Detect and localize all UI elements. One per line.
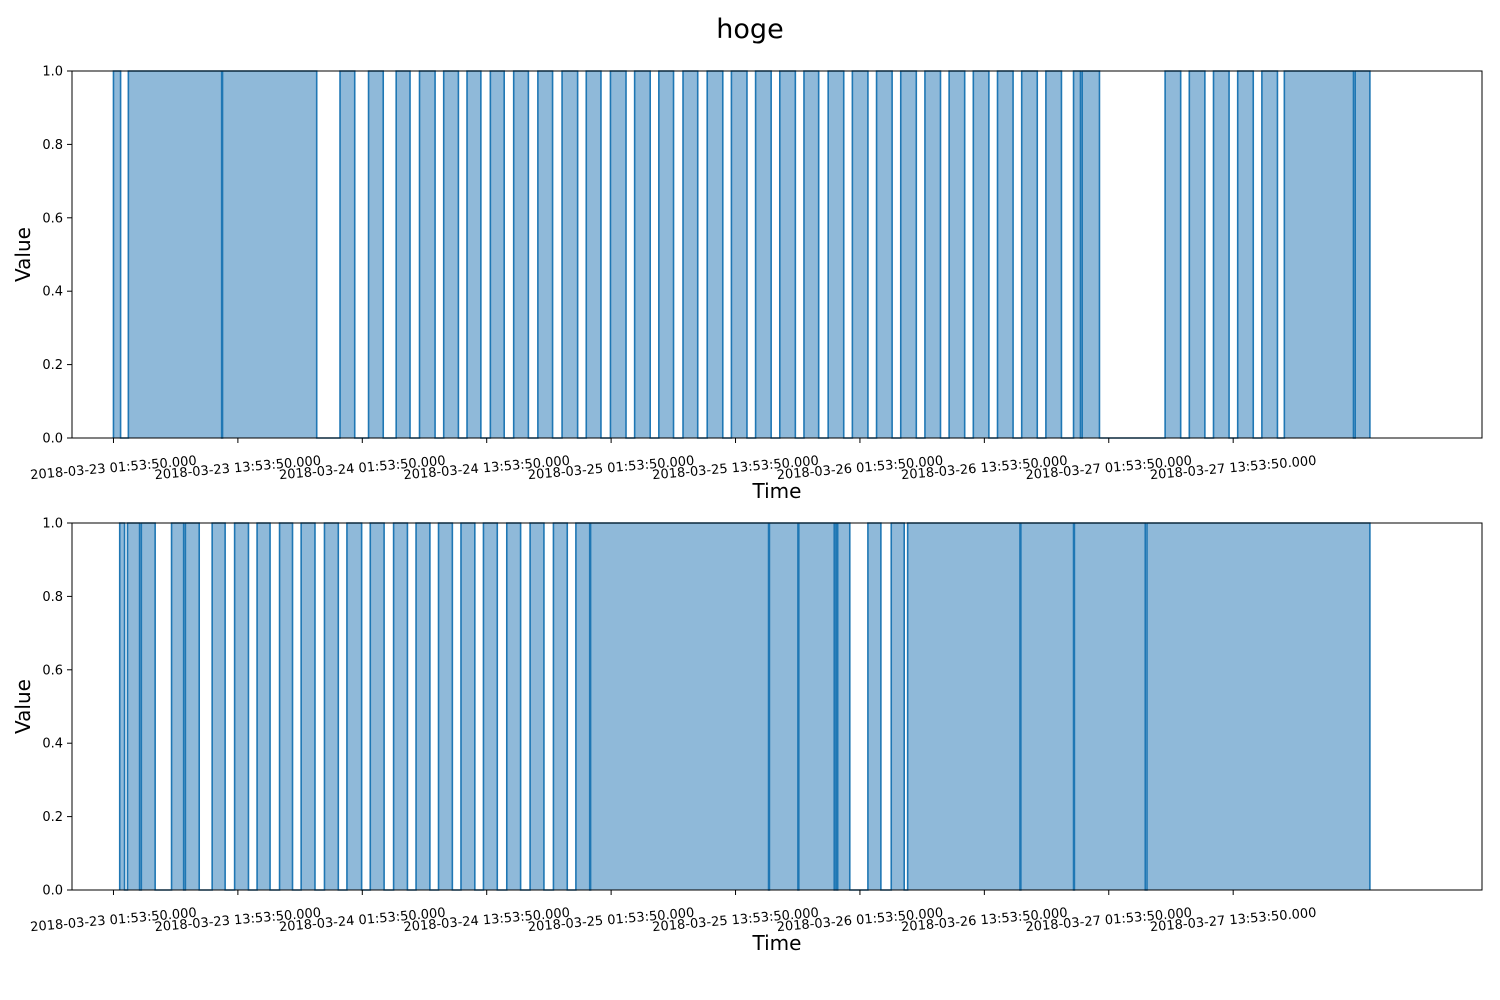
- y-tick-label: 1.0: [42, 65, 63, 80]
- on-interval-1: [127, 523, 140, 890]
- fill-layer: [113, 71, 1370, 438]
- on-interval-5: [396, 71, 411, 438]
- on-interval-31: [1021, 71, 1038, 438]
- on-interval-21: [575, 523, 590, 890]
- on-interval-20: [553, 523, 568, 890]
- on-interval-25: [876, 71, 893, 438]
- on-interval-7: [257, 523, 271, 890]
- on-interval-30: [997, 71, 1014, 438]
- on-interval-32: [1045, 71, 1062, 438]
- y-axis-label: Value: [11, 679, 35, 734]
- figure-title: hoge: [716, 14, 784, 45]
- on-interval-4: [368, 71, 384, 438]
- y-tick-label: 0.4: [42, 737, 63, 752]
- on-interval-28: [949, 71, 965, 438]
- on-interval-38: [1237, 71, 1254, 438]
- y-tick-label: 0.4: [42, 285, 63, 300]
- on-interval-33: [1073, 71, 1081, 438]
- y-axis-label: Value: [11, 227, 35, 282]
- y-tick-label: 0.8: [42, 590, 63, 605]
- on-interval-14: [610, 71, 627, 438]
- axes-frame: [71, 522, 1483, 891]
- on-interval-10: [324, 523, 339, 890]
- on-interval-1: [128, 71, 222, 438]
- on-interval-10: [513, 71, 529, 438]
- on-interval-23: [828, 71, 844, 438]
- on-interval-24: [852, 71, 868, 438]
- on-interval-16: [460, 523, 475, 890]
- on-interval-32: [1146, 523, 1370, 890]
- on-interval-21: [779, 71, 796, 438]
- on-interval-4: [185, 523, 200, 890]
- on-interval-11: [537, 71, 553, 438]
- y-tick-label: 0.8: [42, 138, 63, 153]
- on-interval-8: [467, 71, 481, 438]
- on-interval-13: [393, 523, 408, 890]
- on-interval-0: [113, 71, 121, 438]
- on-interval-22: [590, 523, 769, 890]
- on-interval-9: [301, 523, 315, 890]
- on-interval-14: [416, 523, 430, 890]
- on-interval-7: [443, 71, 459, 438]
- y-tick-label: 0.2: [42, 810, 63, 825]
- on-interval-27: [867, 523, 881, 890]
- on-interval-37: [1213, 71, 1230, 438]
- on-interval-29: [973, 71, 989, 438]
- on-interval-5: [212, 523, 226, 890]
- on-interval-26: [900, 71, 917, 438]
- on-interval-24: [798, 523, 835, 890]
- on-interval-0: [119, 523, 125, 890]
- on-interval-28: [891, 523, 905, 890]
- x-axis-label: Time: [752, 479, 802, 503]
- on-interval-18: [707, 71, 723, 438]
- on-interval-39: [1261, 71, 1278, 438]
- on-interval-17: [483, 523, 498, 890]
- x-axis-label: Time: [752, 931, 802, 955]
- on-interval-11: [346, 523, 362, 890]
- on-interval-19: [731, 71, 747, 438]
- on-interval-31: [1074, 523, 1146, 890]
- on-interval-19: [530, 523, 544, 890]
- on-interval-16: [658, 71, 674, 438]
- on-interval-3: [171, 523, 184, 890]
- on-interval-12: [562, 71, 578, 438]
- y-tick-label: 1.0: [42, 517, 63, 532]
- on-interval-6: [234, 523, 249, 890]
- on-interval-20: [755, 71, 772, 438]
- on-interval-2: [141, 523, 156, 890]
- y-tick-label: 0.0: [42, 432, 63, 447]
- on-interval-2: [222, 71, 317, 438]
- on-interval-3: [340, 71, 355, 438]
- y-tick-label: 0.2: [42, 358, 63, 373]
- on-interval-25: [835, 523, 837, 890]
- fill-layer: [119, 523, 1370, 890]
- on-interval-41: [1355, 71, 1370, 438]
- on-interval-6: [419, 71, 436, 438]
- axes-frame: [71, 70, 1483, 439]
- on-interval-15: [634, 71, 651, 438]
- on-interval-40: [1284, 71, 1354, 438]
- on-interval-17: [683, 71, 698, 438]
- on-interval-30: [1020, 523, 1074, 890]
- y-tick-label: 0.6: [42, 663, 63, 678]
- y-tick-label: 0.6: [42, 211, 63, 226]
- on-interval-27: [924, 71, 941, 438]
- on-interval-18: [506, 523, 521, 890]
- on-interval-23: [769, 523, 798, 890]
- on-interval-9: [490, 71, 505, 438]
- on-interval-15: [438, 523, 453, 890]
- on-interval-26: [837, 523, 850, 890]
- on-interval-35: [1165, 71, 1181, 438]
- y-tick-label: 0.0: [42, 884, 63, 899]
- on-interval-13: [586, 71, 601, 438]
- on-interval-29: [907, 523, 1020, 890]
- on-interval-22: [803, 71, 819, 438]
- on-interval-12: [370, 523, 385, 890]
- on-interval-8: [279, 523, 293, 890]
- on-interval-34: [1082, 71, 1100, 438]
- on-interval-36: [1189, 71, 1205, 438]
